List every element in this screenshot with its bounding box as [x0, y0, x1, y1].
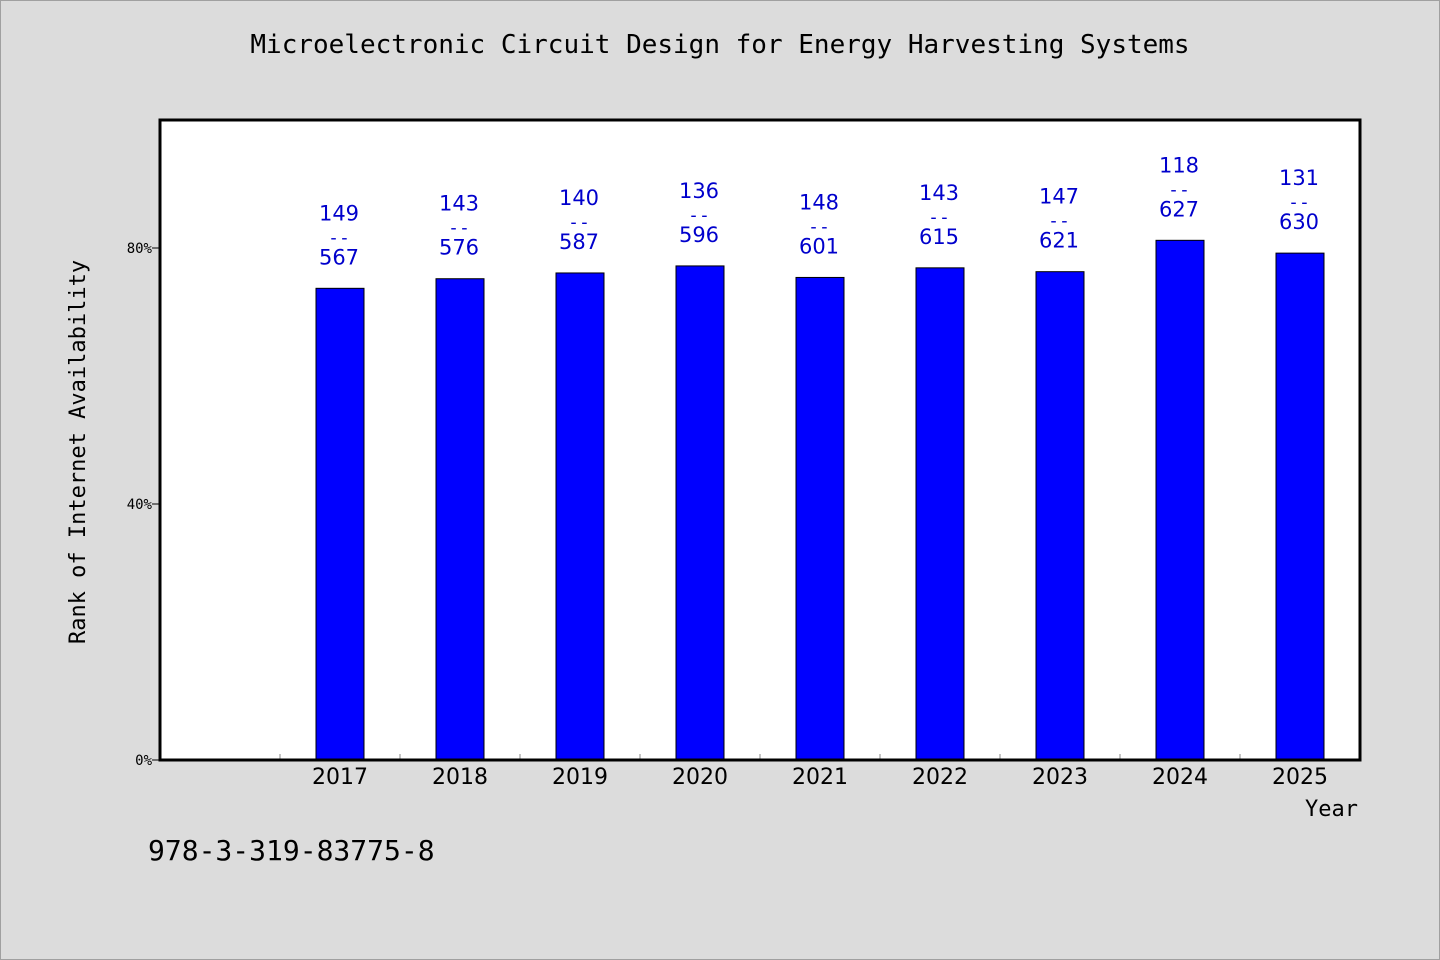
- x-tick-label-2018: 2018: [432, 765, 488, 790]
- data-label-total-2021: 601: [799, 234, 839, 258]
- bar-2020: [675, 265, 725, 761]
- data-label-total-2022: 615: [919, 225, 959, 249]
- data-label-rank-2024: 118: [1159, 153, 1199, 177]
- x-tick-label-2025: 2025: [1272, 765, 1328, 790]
- x-tick-label-2020: 2020: [672, 765, 728, 790]
- bar-2025: [1275, 252, 1325, 761]
- data-label-rank-2017: 149: [319, 201, 359, 225]
- data-label-rank-2022: 143: [919, 181, 959, 205]
- data-label-separator-2023: --: [1048, 211, 1070, 232]
- data-label-separator-2020: --: [688, 205, 710, 226]
- y-tick-label-80: 80%: [127, 241, 153, 257]
- data-label-rank-2025: 131: [1279, 166, 1319, 190]
- x-tick-label-2019: 2019: [552, 765, 608, 790]
- x-tick-label-2021: 2021: [792, 765, 848, 790]
- x-tick-label-2023: 2023: [1032, 765, 1088, 790]
- isbn-code: 978-3-319-83775-8: [148, 834, 435, 867]
- data-label-rank-2018: 143: [439, 192, 479, 216]
- bar-2018: [435, 278, 485, 761]
- data-label-separator-2024: --: [1168, 179, 1190, 200]
- data-label-rank-2023: 147: [1039, 185, 1079, 209]
- x-tick-label-2017: 2017: [312, 765, 368, 790]
- data-label-total-2019: 587: [559, 230, 599, 254]
- x-tick-label-2024: 2024: [1152, 765, 1208, 790]
- y-tick-label-0: 0%: [135, 753, 152, 769]
- data-label-rank-2020: 136: [679, 179, 719, 203]
- data-label-separator-2022: --: [928, 207, 950, 228]
- bar-2021: [795, 276, 845, 761]
- data-label-separator-2025: --: [1288, 192, 1310, 213]
- data-label-separator-2017: --: [328, 227, 350, 248]
- y-tick-label-40: 40%: [127, 497, 153, 513]
- bar-2019: [555, 272, 605, 761]
- data-label-total-2024: 627: [1159, 197, 1199, 221]
- data-label-separator-2021: --: [808, 216, 830, 237]
- bar-2023: [1035, 271, 1085, 761]
- data-label-rank-2021: 148: [799, 190, 839, 214]
- data-label-separator-2018: --: [448, 218, 470, 239]
- data-label-separator-2019: --: [568, 212, 590, 233]
- bar-2022: [915, 267, 965, 761]
- data-label-total-2017: 567: [319, 245, 359, 269]
- plot-border: [158, 118, 1362, 762]
- x-axis-label: Year: [1305, 797, 1358, 822]
- bar-2024: [1155, 239, 1205, 761]
- data-label-total-2025: 630: [1279, 210, 1319, 234]
- data-label-rank-2019: 140: [559, 186, 599, 210]
- chart-title: Microelectronic Circuit Design for Energ…: [250, 30, 1190, 60]
- data-label-total-2018: 576: [439, 236, 479, 260]
- x-tick-label-2022: 2022: [912, 765, 968, 790]
- data-label-total-2023: 621: [1039, 229, 1079, 253]
- y-axis-label: Rank of Internet Availability: [66, 260, 91, 644]
- bar-2017: [315, 287, 365, 761]
- data-label-total-2020: 596: [679, 223, 719, 247]
